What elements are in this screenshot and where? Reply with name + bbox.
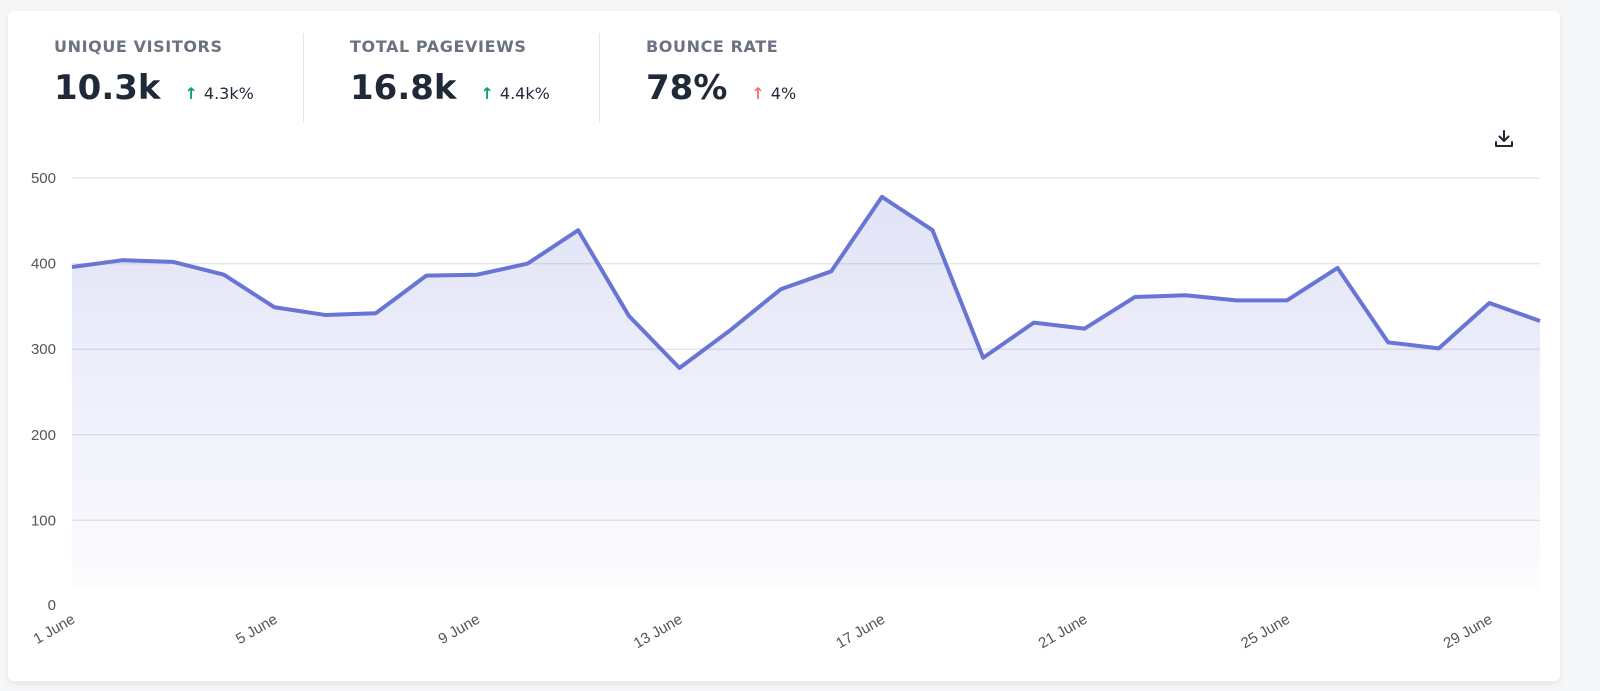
series-line — [71, 194, 1541, 371]
arrow-up-icon: ↑ — [184, 84, 198, 103]
stat-bounce-rate: BOUNCE RATE 78% ↑ 4% — [600, 33, 896, 123]
x-tick-label: 13 June — [631, 611, 686, 652]
stat-delta: ↑ 4.4k% — [481, 84, 550, 103]
download-button[interactable] — [1492, 127, 1516, 155]
y-tick-label: 400 — [31, 256, 56, 273]
stats-row: UNIQUE VISITORS 10.3k ↑ 4.3k% TOTAL PAGEV… — [8, 33, 896, 123]
delta-text: 4.4k% — [499, 84, 550, 103]
stat-unique-visitors: UNIQUE VISITORS 10.3k ↑ 4.3k% — [8, 33, 304, 123]
delta-text: 4.3k% — [203, 84, 254, 103]
stat-value: 78% — [646, 68, 728, 108]
x-tick-label: 1 June — [30, 611, 78, 648]
y-tick-label: 0 — [48, 597, 56, 614]
area-fill — [72, 196, 1540, 590]
arrow-up-icon: ↑ — [751, 84, 765, 103]
stat-label: UNIQUE VISITORS — [54, 37, 223, 56]
arrow-up-icon: ↑ — [480, 84, 494, 103]
stat-total-pageviews: TOTAL PAGEVIEWS 16.8k ↑ 4.4k% — [304, 33, 600, 123]
y-tick-label: 300 — [31, 341, 56, 358]
stat-value: 10.3k — [54, 68, 161, 108]
y-tick-label: 500 — [31, 170, 56, 187]
stat-label: TOTAL PAGEVIEWS — [350, 37, 527, 56]
x-tick-label: 9 June — [435, 611, 483, 648]
stat-delta: ↑ 4.3k% — [185, 84, 254, 103]
stat-delta: ↑ 4% — [751, 84, 796, 103]
stat-label: BOUNCE RATE — [646, 37, 779, 56]
x-tick-label: 17 June — [833, 611, 888, 652]
y-tick-label: 100 — [31, 512, 56, 529]
stat-value: 16.8k — [350, 68, 457, 108]
download-icon — [1495, 130, 1513, 147]
x-tick-label: 29 June — [1441, 611, 1496, 652]
x-tick-label: 25 June — [1238, 611, 1293, 652]
x-tick-label: 21 June — [1036, 611, 1091, 652]
y-tick-label: 200 — [31, 427, 56, 444]
x-tick-label: 5 June — [233, 611, 281, 648]
delta-text: 4% — [770, 84, 797, 103]
